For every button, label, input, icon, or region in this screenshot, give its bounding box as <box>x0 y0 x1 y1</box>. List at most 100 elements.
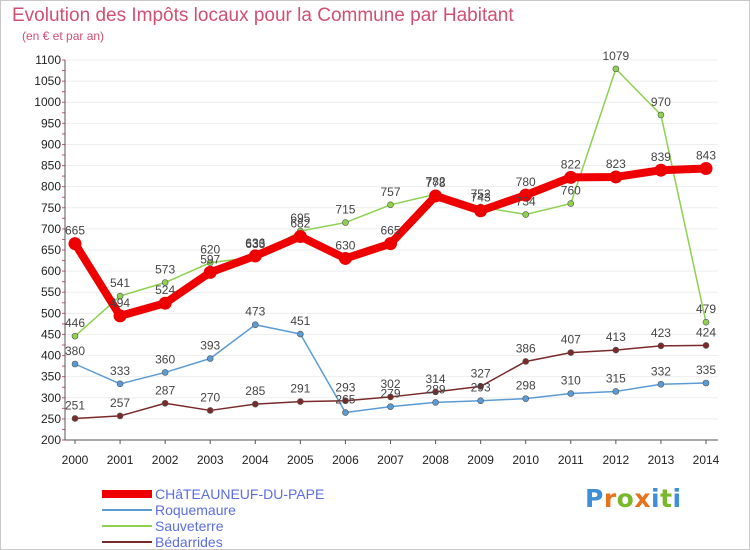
x-tick-label: 2014 <box>693 453 720 467</box>
data-point <box>384 237 397 251</box>
x-tick-label: 2011 <box>558 453 584 467</box>
data-point <box>71 415 79 422</box>
data-point <box>248 249 262 263</box>
data-point <box>432 388 439 396</box>
x-tick-label: 2012 <box>603 453 630 467</box>
data-label: 360 <box>155 352 175 366</box>
data-label: 302 <box>380 377 400 391</box>
data-label: 778 <box>426 176 446 190</box>
data-label: 734 <box>516 195 536 209</box>
y-tick-label: 1000 <box>34 95 61 109</box>
logo-letter: r <box>603 484 617 513</box>
data-label: 413 <box>606 330 626 344</box>
data-label: 782 <box>426 174 446 188</box>
data-label: 524 <box>155 283 175 297</box>
data-label: 407 <box>561 333 581 347</box>
data-label: 335 <box>696 363 716 377</box>
data-label: 386 <box>516 341 536 355</box>
data-label: 251 <box>65 398 85 412</box>
legend-label: Bédarrides <box>155 534 223 550</box>
data-label: 333 <box>110 364 130 378</box>
data-label: 715 <box>335 203 355 217</box>
y-tick-label: 650 <box>41 243 61 257</box>
logo-letter: o <box>616 484 635 513</box>
data-point <box>429 189 443 203</box>
data-point <box>387 393 394 401</box>
data-point <box>161 369 169 376</box>
data-label: 424 <box>696 325 716 339</box>
data-label: 695 <box>290 211 310 225</box>
y-tick-label: 250 <box>41 412 61 426</box>
data-point <box>564 170 578 184</box>
data-point <box>522 358 530 365</box>
y-tick-label: 850 <box>41 159 61 173</box>
data-label: 327 <box>471 366 491 380</box>
data-point <box>612 346 620 354</box>
data-label: 270 <box>200 390 220 404</box>
data-label: 285 <box>245 384 265 398</box>
data-label: 760 <box>561 184 581 198</box>
data-point <box>657 380 665 388</box>
data-label: 1079 <box>603 49 630 63</box>
y-tick-label: 900 <box>41 137 61 151</box>
x-tick-label: 2000 <box>62 453 89 467</box>
data-point <box>206 355 214 362</box>
x-tick-label: 2004 <box>242 453 269 467</box>
x-tick-label: 2010 <box>512 453 539 467</box>
data-point <box>474 204 488 218</box>
data-label: 380 <box>65 344 85 358</box>
data-label: 822 <box>561 157 581 171</box>
data-label: 752 <box>471 187 491 201</box>
data-point <box>612 65 620 73</box>
data-label: 843 <box>696 149 716 163</box>
data-point <box>432 399 439 406</box>
data-point <box>116 412 124 420</box>
y-tick-label: 450 <box>41 327 61 341</box>
y-tick-label: 300 <box>41 391 61 405</box>
y-tick-label: 400 <box>41 349 61 363</box>
data-label: 743 <box>471 191 491 205</box>
data-point <box>699 162 713 176</box>
legend-label: Roquemaure <box>155 502 236 518</box>
data-point <box>68 237 82 251</box>
legend-swatch <box>102 525 152 527</box>
data-point <box>161 399 169 407</box>
y-tick-label: 600 <box>41 264 61 278</box>
data-point <box>702 342 710 349</box>
x-tick-label: 2013 <box>648 453 675 467</box>
data-label: 293 <box>335 381 355 395</box>
chart-legend: CHâTEAUNEUF-DU-PAPE Roquemaure Sauveterre B… <box>102 486 362 550</box>
data-point <box>477 383 484 390</box>
data-point <box>387 201 394 209</box>
data-point <box>702 318 710 326</box>
data-point <box>116 292 124 300</box>
y-tick-label: 1100 <box>35 53 61 67</box>
logo-letter: i <box>651 484 661 513</box>
data-point <box>293 229 307 243</box>
data-label: 633 <box>245 237 265 251</box>
data-label: 541 <box>110 276 130 290</box>
y-tick-label: 200 <box>41 433 61 447</box>
logo-letter: P <box>585 484 604 513</box>
data-label: 291 <box>290 382 310 396</box>
data-point <box>612 388 620 395</box>
data-point <box>657 111 665 119</box>
data-label: 265 <box>335 393 355 407</box>
data-label: 823 <box>606 157 626 171</box>
data-label: 479 <box>696 302 716 316</box>
data-point <box>297 330 304 338</box>
x-tick-label: 2005 <box>287 453 314 467</box>
y-tick-label: 550 <box>41 285 61 299</box>
y-tick-label: 750 <box>41 201 61 215</box>
data-label: 314 <box>426 372 446 386</box>
data-point <box>206 407 214 414</box>
y-tick-label: 500 <box>41 306 61 320</box>
legend-item: Sauveterre <box>102 518 362 534</box>
data-label: 682 <box>290 216 310 230</box>
legend-item: Roquemaure <box>102 502 362 518</box>
x-tick-label: 2007 <box>377 453 404 467</box>
y-tick-label: 950 <box>41 116 61 130</box>
data-point <box>251 321 259 329</box>
chart-title: Evolution des Impôts locaux pour la Comm… <box>12 5 514 26</box>
data-point <box>113 309 127 323</box>
